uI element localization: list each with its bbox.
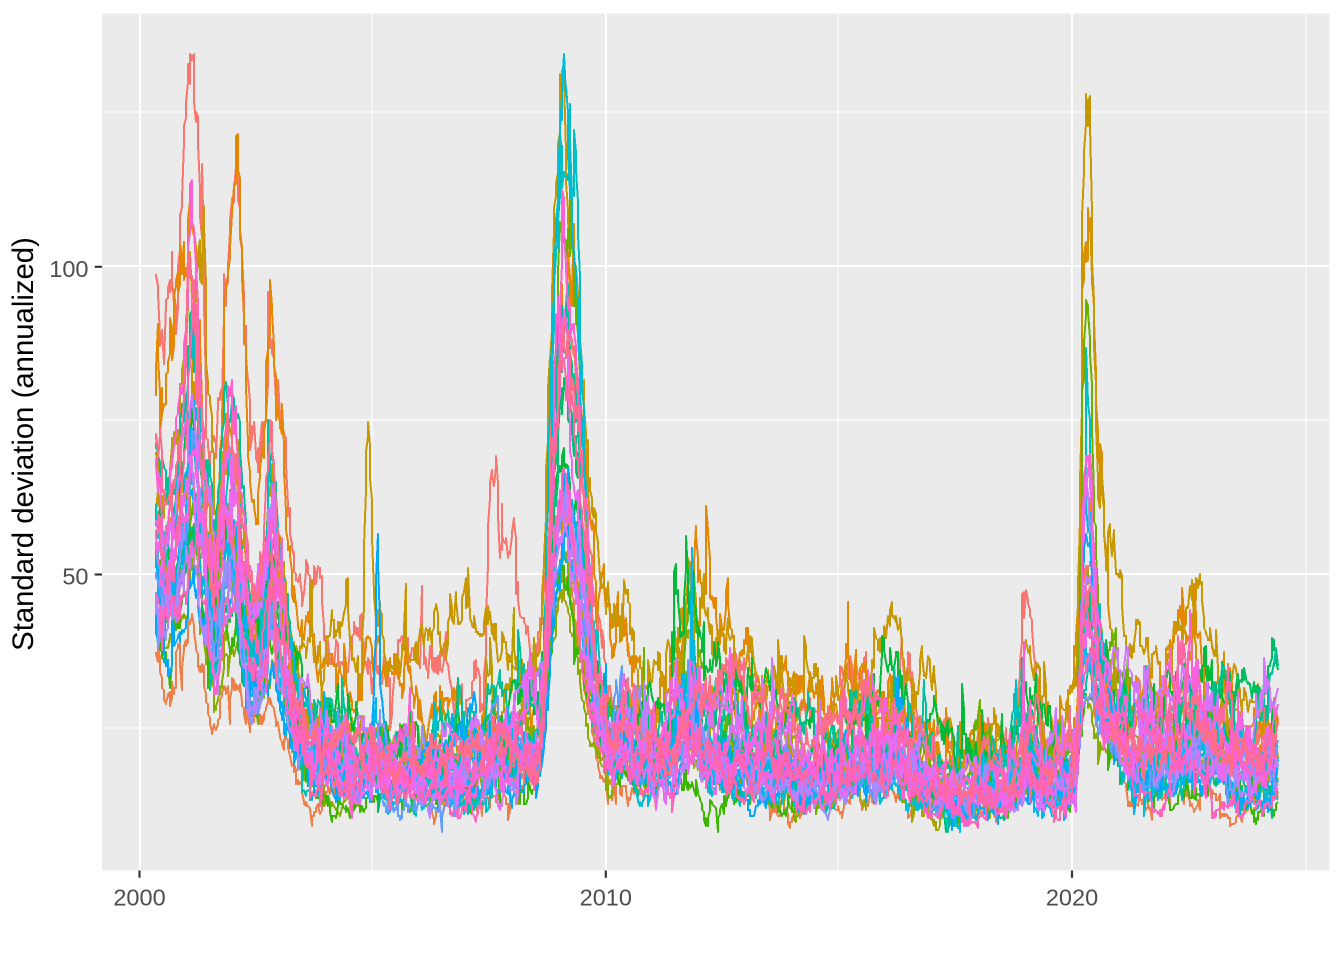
svg-text:2000: 2000: [113, 885, 165, 911]
svg-text:50: 50: [62, 564, 88, 590]
svg-text:Standard deviation (annualized: Standard deviation (annualized): [7, 237, 40, 651]
svg-text:100: 100: [49, 256, 88, 282]
svg-text:2010: 2010: [580, 885, 632, 911]
svg-text:2020: 2020: [1046, 885, 1098, 911]
